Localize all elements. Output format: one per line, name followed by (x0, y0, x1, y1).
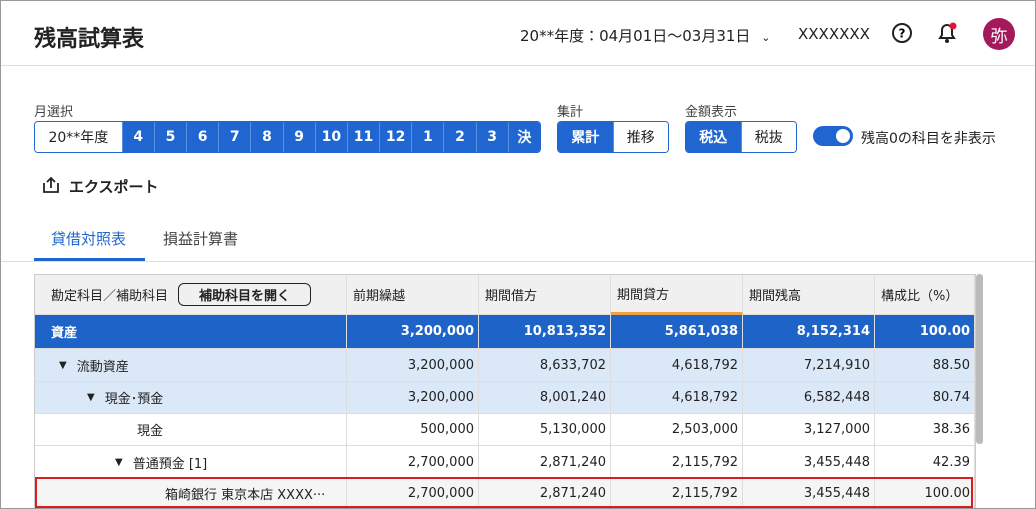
amount-button[interactable]: 税込 (686, 122, 741, 152)
tab-active[interactable]: 貸借対照表 (51, 230, 127, 248)
toggle[interactable] (813, 126, 853, 146)
aggregate-label: 集計 (557, 105, 584, 120)
month-button[interactable]: 9 (282, 122, 315, 152)
amount-cell: 10,813,352 (479, 315, 611, 349)
expand-icon[interactable]: ▼ (87, 392, 95, 403)
amount-cell: 2,871,240 (479, 446, 611, 479)
amount-cell: 42.39 (875, 446, 975, 479)
user-name[interactable]: XXXXXXX (798, 25, 870, 43)
account-name: 資産 (51, 326, 78, 341)
amount-cell: 8,001,240 (479, 382, 611, 414)
avatar[interactable]: 弥 (983, 18, 1015, 50)
amount-cell: 2,700,000 (347, 479, 479, 508)
aggregate-selector: 累計 推移 (557, 121, 669, 153)
amount-cell: 8,152,314 (743, 315, 875, 349)
month-button[interactable]: 11 (346, 122, 380, 152)
account-header: 勘定科目／補助科目 (51, 289, 169, 304)
amount-cell: 3,455,448 (743, 446, 875, 479)
amount-cell: 100.00 (875, 479, 975, 508)
month-button[interactable]: 決 (507, 122, 540, 152)
amount-cell: 8,633,702 (479, 349, 611, 382)
account-header-cell: 勘定科目／補助科目 補助科目を開く (35, 275, 347, 315)
amount-cell: 2,503,000 (611, 414, 743, 446)
open-sub-accounts-button[interactable]: 補助科目を開く (178, 283, 312, 306)
notification-icon[interactable] (935, 21, 959, 45)
period: 20**年度：04月01日〜03月31日 (520, 27, 751, 45)
month-button[interactable]: 2 (443, 122, 476, 152)
amount-cell: 80.74 (875, 382, 975, 414)
account-name: 現金 (137, 424, 164, 439)
month-button[interactable]: 8 (250, 122, 283, 152)
amount-button[interactable]: 税抜 (740, 122, 796, 152)
account-name: 普通預金 [1] (132, 456, 208, 472)
amount-cell: 6,582,448 (743, 382, 875, 414)
month-button[interactable]: 1 (411, 122, 444, 152)
amount-cell: 2,115,792 (611, 446, 743, 479)
amount-cell: 3,200,000 (347, 382, 479, 414)
svg-text:?: ? (899, 27, 906, 41)
column-header: 期間貸方 (611, 275, 743, 315)
month-button[interactable]: 10 (314, 122, 347, 152)
month-button[interactable]: 3 (475, 122, 508, 152)
divider (1, 261, 1035, 262)
account-name: 箱崎銀行 東京本店 XXXX··· (165, 488, 326, 503)
month-button[interactable]: 4 (121, 122, 154, 152)
help-icon[interactable]: ? (891, 22, 913, 44)
amount-cell: 4,618,792 (611, 382, 743, 414)
table: 勘定科目／補助科目 補助科目を開く 前期繰越 期間借方 期間貸方 期間残高 構成比（%） 資産… (34, 274, 976, 508)
expand-icon[interactable]: ▼ (59, 359, 67, 371)
amount-label: 金額表示 (685, 105, 738, 120)
amount-cell: 3,200,000 (347, 315, 479, 349)
account-cell: 現金 (35, 414, 347, 446)
account-name: 流動資産 (76, 359, 129, 375)
export-icon (43, 176, 59, 193)
month-button[interactable]: 20**年度 (35, 122, 122, 152)
aggregate-button[interactable]: 推移 (612, 122, 668, 152)
month-button[interactable]: 7 (218, 122, 251, 152)
amount-cell: 3,455,448 (743, 479, 875, 508)
scrollbar (976, 274, 983, 444)
amount-selector: 税込 税抜 (685, 121, 797, 153)
tab[interactable]: 損益計算書 (163, 230, 239, 248)
aggregate-button[interactable]: 累計 (558, 122, 613, 152)
account-cell: 資産 (35, 315, 347, 349)
month-selector: 20**年度 4 5 6 7 8 9 10 11 12 1 2 3 決 (34, 121, 541, 153)
amount-cell: 4,618,792 (611, 349, 743, 382)
divider (1, 65, 1035, 66)
amount-cell: 3,200,000 (347, 349, 479, 382)
amount-cell: 5,861,038 (611, 315, 743, 349)
amount-cell: 5,130,000 (479, 414, 611, 446)
account-cell: ▼ 現金･預金 (35, 382, 347, 414)
title: 残高試算表 (34, 27, 145, 52)
period-selector[interactable]: 20**年度：04月01日〜03月31日 ⌄ (520, 27, 771, 45)
month-button[interactable]: 5 (153, 122, 187, 152)
month-button[interactable]: 12 (379, 122, 412, 152)
amount-cell: 38.36 (875, 414, 975, 446)
column-header: 期間残高 (743, 275, 875, 315)
month-label: 月選択 (34, 105, 74, 120)
amount-cell: 88.50 (875, 349, 975, 382)
export-button[interactable]: エクスポート (69, 178, 159, 196)
expand-icon[interactable]: ▼ (115, 456, 123, 468)
column-header: 前期繰越 (347, 275, 479, 315)
tab-indicator (34, 258, 145, 261)
column-header: 期間借方 (479, 275, 611, 315)
account-cell: 箱崎銀行 東京本店 XXXX··· (35, 479, 347, 508)
amount-cell: 2,700,000 (347, 446, 479, 479)
amount-cell: 2,115,792 (611, 479, 743, 508)
column-header: 構成比（%） (875, 275, 975, 315)
amount-cell: 3,127,000 (743, 414, 875, 446)
toggle-label: 残高0の科目を非表示 (861, 131, 996, 147)
amount-cell: 2,871,240 (479, 479, 611, 508)
account-cell: ▼ 普通預金 [1] (35, 446, 347, 479)
highlight-box (35, 477, 973, 508)
account-cell: ▼ 流動資産 (35, 349, 347, 382)
amount-cell: 7,214,910 (743, 349, 875, 382)
account-name: 現金･預金 (104, 392, 164, 407)
amount-cell: 500,000 (347, 414, 479, 446)
amount-cell: 100.00 (875, 315, 975, 349)
month-button[interactable]: 6 (186, 122, 219, 152)
